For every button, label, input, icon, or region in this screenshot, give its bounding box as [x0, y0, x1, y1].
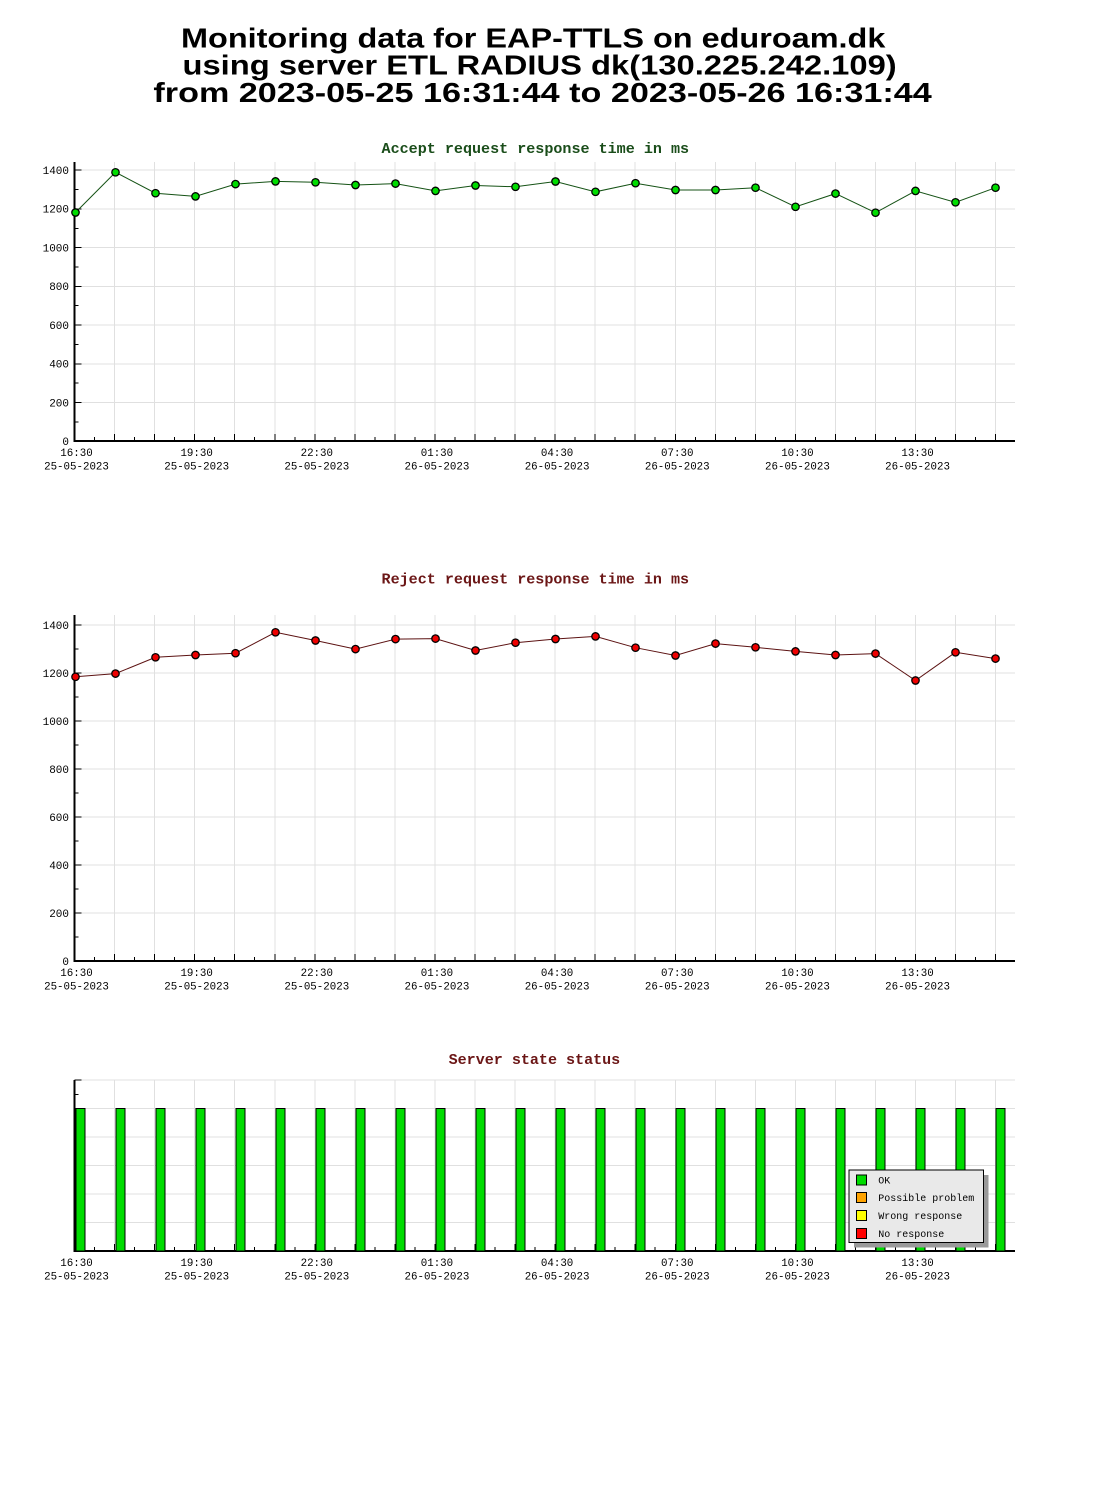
svg-text:13:30: 13:30 [901, 1258, 933, 1270]
svg-text:04:30: 04:30 [541, 968, 573, 980]
svg-text:1200: 1200 [43, 669, 69, 681]
svg-text:1400: 1400 [43, 621, 69, 633]
svg-text:400: 400 [49, 861, 69, 873]
svg-text:25-05-2023: 25-05-2023 [284, 982, 349, 994]
svg-text:10:30: 10:30 [781, 968, 813, 980]
svg-text:Accept request response time i: Accept request response time in ms [382, 142, 690, 158]
svg-text:Possible problem: Possible problem [878, 1193, 974, 1205]
svg-text:25-05-2023: 25-05-2023 [44, 982, 109, 994]
svg-text:25-05-2023: 25-05-2023 [284, 1272, 349, 1284]
svg-text:25-05-2023: 25-05-2023 [164, 1272, 229, 1284]
svg-text:26-05-2023: 26-05-2023 [645, 462, 710, 474]
svg-text:from 2023-05-25 16:31:44 to 20: from 2023-05-25 16:31:44 to 2023-05-26 1… [153, 77, 932, 108]
svg-text:01:30: 01:30 [421, 448, 453, 460]
svg-text:26-05-2023: 26-05-2023 [405, 1272, 470, 1284]
svg-text:0: 0 [62, 957, 69, 969]
svg-text:OK: OK [878, 1176, 890, 1187]
svg-text:26-05-2023: 26-05-2023 [645, 1272, 710, 1284]
svg-text:10:30: 10:30 [781, 1258, 813, 1270]
svg-text:26-05-2023: 26-05-2023 [885, 1272, 950, 1284]
svg-text:26-05-2023: 26-05-2023 [885, 462, 950, 474]
svg-text:26-05-2023: 26-05-2023 [405, 462, 470, 474]
svg-text:07:30: 07:30 [661, 1258, 693, 1270]
svg-text:1200: 1200 [43, 205, 69, 217]
svg-text:26-05-2023: 26-05-2023 [405, 982, 470, 994]
svg-text:07:30: 07:30 [661, 968, 693, 980]
svg-text:26-05-2023: 26-05-2023 [645, 982, 710, 994]
svg-text:16:30: 16:30 [60, 968, 92, 980]
svg-text:400: 400 [49, 360, 69, 372]
svg-text:Reject request response time i: Reject request response time in ms [382, 573, 690, 589]
svg-text:600: 600 [49, 321, 69, 333]
svg-text:800: 800 [49, 765, 69, 777]
svg-text:26-05-2023: 26-05-2023 [525, 1272, 590, 1284]
svg-text:10:30: 10:30 [781, 448, 813, 460]
svg-text:25-05-2023: 25-05-2023 [164, 982, 229, 994]
svg-text:26-05-2023: 26-05-2023 [525, 982, 590, 994]
svg-text:Wrong response: Wrong response [878, 1212, 962, 1223]
svg-text:1000: 1000 [43, 243, 69, 255]
svg-text:0: 0 [62, 437, 69, 449]
svg-text:13:30: 13:30 [901, 448, 933, 460]
svg-text:200: 200 [49, 398, 69, 410]
svg-text:22:30: 22:30 [301, 448, 333, 460]
svg-text:01:30: 01:30 [421, 968, 453, 980]
svg-text:01:30: 01:30 [421, 1258, 453, 1270]
svg-text:07:30: 07:30 [661, 448, 693, 460]
svg-text:22:30: 22:30 [301, 1258, 333, 1270]
svg-text:04:30: 04:30 [541, 448, 573, 460]
svg-text:19:30: 19:30 [180, 448, 212, 460]
svg-text:26-05-2023: 26-05-2023 [765, 1272, 830, 1284]
svg-text:25-05-2023: 25-05-2023 [284, 462, 349, 474]
svg-text:800: 800 [49, 282, 69, 294]
svg-text:26-05-2023: 26-05-2023 [765, 982, 830, 994]
svg-text:26-05-2023: 26-05-2023 [765, 462, 830, 474]
svg-text:1400: 1400 [43, 166, 69, 178]
svg-text:16:30: 16:30 [60, 448, 92, 460]
svg-text:25-05-2023: 25-05-2023 [164, 462, 229, 474]
svg-text:1000: 1000 [43, 717, 69, 729]
svg-text:600: 600 [49, 813, 69, 825]
svg-text:19:30: 19:30 [180, 1258, 212, 1270]
svg-text:04:30: 04:30 [541, 1258, 573, 1270]
svg-text:13:30: 13:30 [901, 968, 933, 980]
svg-text:25-05-2023: 25-05-2023 [44, 1272, 109, 1284]
svg-text:26-05-2023: 26-05-2023 [885, 982, 950, 994]
svg-text:Server state status: Server state status [449, 1053, 621, 1069]
svg-text:22:30: 22:30 [301, 968, 333, 980]
svg-text:25-05-2023: 25-05-2023 [44, 462, 109, 474]
svg-text:19:30: 19:30 [180, 968, 212, 980]
svg-text:Monitoring data for EAP-TTLS o: Monitoring data for EAP-TTLS on eduroam.… [181, 23, 886, 54]
svg-text:No response: No response [878, 1230, 944, 1241]
svg-text:using server ETL RADIUS dk(130: using server ETL RADIUS dk(130.225.242.1… [182, 50, 896, 81]
svg-text:200: 200 [49, 909, 69, 921]
svg-text:26-05-2023: 26-05-2023 [525, 462, 590, 474]
svg-text:16:30: 16:30 [60, 1258, 92, 1270]
